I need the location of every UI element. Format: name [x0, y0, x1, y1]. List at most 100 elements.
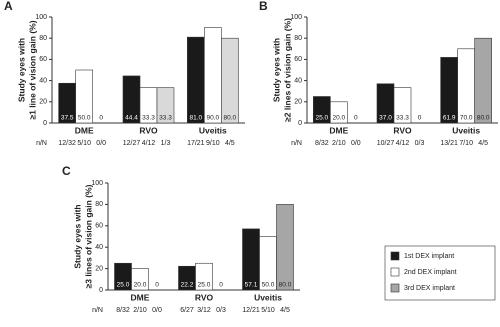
y-axis-label: Study eyes with [16, 38, 26, 102]
count-label: 3/12 [197, 307, 211, 314]
y-tick-label: 80 [39, 35, 47, 42]
value-label: 0 [354, 115, 358, 122]
count-label: 4/12 [142, 140, 156, 147]
y-axis-label: ≥2 lines of vision gain (%) [282, 18, 292, 122]
value-label: 33.3 [159, 115, 172, 122]
value-label: 80.0 [279, 282, 292, 289]
value-label: 44.4 [125, 115, 138, 122]
bar [393, 87, 412, 124]
y-tick-label: 40 [39, 77, 47, 84]
value-label: 80.0 [224, 115, 237, 122]
x-tick-label: DME [329, 125, 348, 135]
bar [457, 48, 475, 124]
y-tick-label: 40 [294, 77, 302, 84]
value-label: 57.1 [245, 282, 258, 289]
count-label: 2/10 [332, 140, 346, 147]
bar [221, 37, 239, 124]
x-tick-label: Uveitis [254, 292, 282, 302]
bar [330, 101, 348, 124]
count-label: 2/10 [133, 307, 147, 314]
legend-swatch [390, 283, 400, 293]
count-label: 5/10 [77, 140, 91, 147]
count-label: 4/5 [478, 140, 488, 147]
bar [204, 27, 222, 124]
value-label: 50.0 [78, 115, 91, 122]
y-tick-label: 20 [95, 265, 103, 272]
legend-label: 1st DEX implant [404, 253, 454, 260]
count-label: 1/3 [161, 140, 171, 147]
legend-swatch [390, 267, 400, 277]
x-tick-label: RVO [195, 292, 214, 302]
panel-label: C [62, 164, 71, 178]
y-tick-label: 40 [95, 244, 103, 251]
x-tick-label: Uveitis [199, 125, 227, 135]
count-label: 8/32 [116, 307, 130, 314]
count-label: 6/27 [180, 307, 194, 314]
count-label: 12/27 [123, 140, 141, 147]
x-tick-label: RVO [393, 125, 412, 135]
count-label: 0/3 [216, 307, 226, 314]
count-header: n/N [291, 140, 302, 147]
value-label: 0 [219, 282, 223, 289]
count-label: 7/10 [459, 140, 473, 147]
bar [156, 87, 175, 124]
legend-label: 3rd DEX implant [404, 285, 455, 292]
y-tick-label: 100 [35, 14, 47, 21]
bar [75, 69, 93, 124]
bar [131, 268, 149, 291]
bar [276, 204, 294, 291]
count-label: 0/3 [415, 140, 425, 147]
y-axis-label: ≥1 line of vision gain (%) [27, 20, 37, 119]
y-axis-label: Study eyes with [271, 38, 281, 102]
y-axis-label: ≥3 lines of vision gain (%) [83, 184, 93, 288]
count-label: 12/21 [242, 307, 260, 314]
value-label: 50.0 [262, 282, 275, 289]
x-tick-label: DME [75, 125, 94, 135]
value-label: 80.0 [477, 115, 490, 122]
count-label: 5/10 [261, 307, 275, 314]
value-label: 0 [99, 115, 103, 122]
count-label: 4/12 [396, 140, 410, 147]
value-label: 33.3 [142, 115, 155, 122]
value-label: 20.0 [134, 282, 147, 289]
y-tick-label: 0 [43, 120, 47, 127]
count-header: n/N [92, 307, 103, 314]
y-tick-label: 20 [294, 99, 302, 106]
count-label: 0/0 [152, 307, 162, 314]
count-label: 4/5 [280, 307, 290, 314]
value-label: 33.3 [396, 115, 409, 122]
value-label: 37.5 [61, 115, 74, 122]
count-label: 17/21 [187, 140, 205, 147]
value-label: 90.0 [207, 115, 220, 122]
bar [474, 37, 492, 124]
y-tick-label: 100 [290, 14, 302, 21]
value-label: 25.0 [117, 282, 130, 289]
value-label: 22.2 [181, 282, 194, 289]
y-tick-label: 20 [39, 99, 47, 106]
y-tick-label: 60 [95, 223, 103, 230]
legend-label: 2nd DEX implant [404, 269, 457, 276]
value-label: 61.9 [443, 115, 456, 122]
y-tick-label: 100 [91, 180, 103, 187]
x-tick-label: RVO [139, 125, 158, 135]
panel-label: A [4, 0, 13, 13]
value-label: 70.0 [460, 115, 473, 122]
value-label: 0 [155, 282, 159, 289]
value-label: 37.0 [379, 115, 392, 122]
x-tick-label: Uveitis [452, 125, 480, 135]
legend-box [384, 245, 496, 301]
y-tick-label: 80 [294, 35, 302, 42]
count-label: 13/21 [440, 140, 458, 147]
value-label: 0 [418, 115, 422, 122]
y-tick-label: 60 [39, 56, 47, 63]
x-tick-label: DME [131, 292, 150, 302]
count-label: 4/5 [225, 140, 235, 147]
value-label: 81.0 [190, 115, 203, 122]
value-label: 25.0 [198, 282, 211, 289]
y-axis-label: Study eyes with [72, 204, 82, 268]
bar [187, 36, 205, 124]
count-label: 12/32 [58, 140, 76, 147]
value-label: 20.0 [333, 115, 346, 122]
count-label: 0/0 [96, 140, 106, 147]
